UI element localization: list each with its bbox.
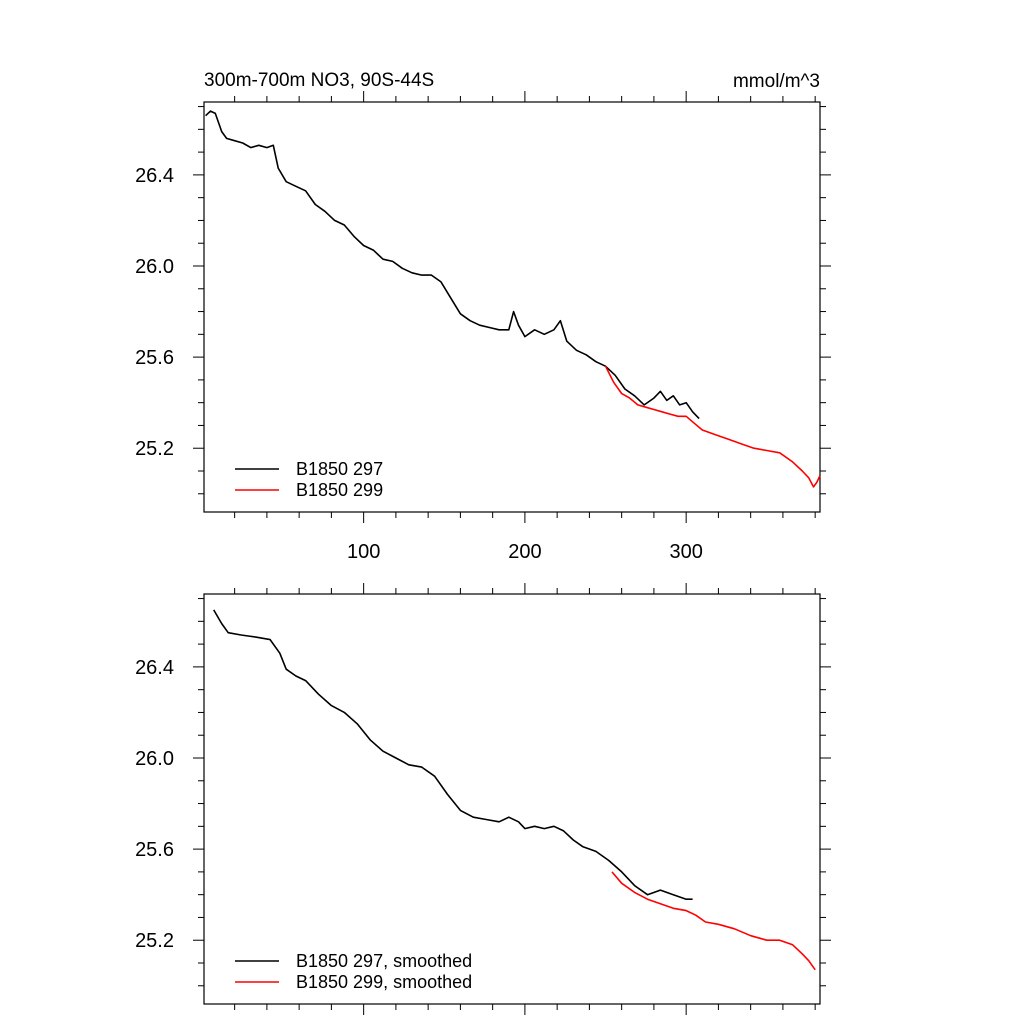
legend-label: B1850 297: [296, 459, 383, 479]
plot-frame: [203, 101, 821, 513]
y-tick-label: 25.2: [135, 438, 174, 460]
y-tick-labels: 25.2 25.6 26.0 26.4: [135, 165, 174, 460]
x-tick-label: 100: [347, 541, 380, 563]
bottom-panel: 25.2 25.6 26.0 26.4 B1850 297, smoothedB185…: [135, 583, 831, 1015]
chart-title: 300m-700m NO3, 90S-44S: [204, 70, 434, 91]
tick-marks: [193, 91, 831, 523]
x-tick-label: 300: [669, 541, 702, 563]
plot-frame: [203, 593, 821, 1005]
y-tick-label: 26.0: [135, 748, 174, 770]
y-tick-label: 25.6: [135, 839, 174, 861]
legend-label: B1850 299: [296, 480, 383, 500]
y-tick-label: 25.2: [135, 930, 174, 952]
units-label: mmol/m^3: [733, 71, 820, 92]
series-line-1: [205, 110, 700, 420]
legend-label: B1850 297, smoothed: [296, 951, 472, 971]
series-line-1: [213, 609, 693, 901]
x-tick-labels: 100 200 300: [347, 541, 703, 563]
top-panel: 300m-700m NO3, 90S-44S mmol/m^3 25.2 25.6…: [135, 70, 831, 563]
series-lines: [213, 609, 816, 971]
series-line-2: [604, 365, 821, 488]
y-tick-labels: 25.2 25.6 26.0 26.4: [135, 657, 174, 952]
y-tick-label: 26.4: [135, 657, 174, 679]
x-tick-label: 200: [508, 541, 541, 563]
tick-marks: [193, 583, 831, 1015]
series-lines: [205, 110, 821, 488]
y-tick-label: 26.4: [135, 165, 174, 187]
legend-label: B1850 299, smoothed: [296, 972, 472, 992]
series-line-2: [611, 871, 816, 971]
y-tick-label: 25.6: [135, 347, 174, 369]
y-tick-label: 26.0: [135, 256, 174, 278]
